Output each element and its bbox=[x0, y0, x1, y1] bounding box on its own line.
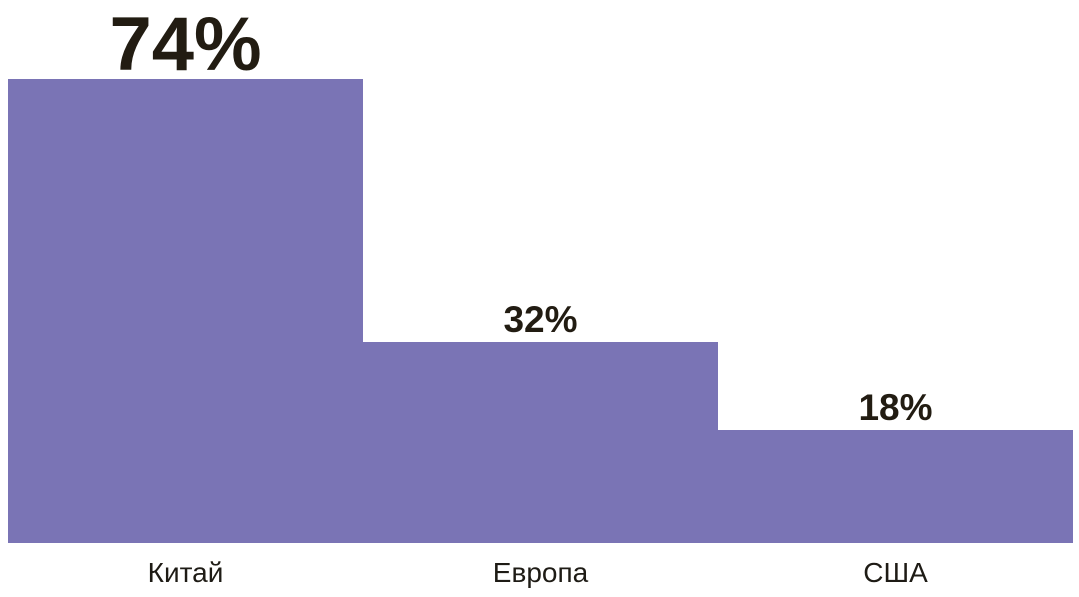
bar-group-2: 32% bbox=[363, 0, 718, 543]
bar-3 bbox=[718, 430, 1073, 543]
value-label-1: 74% bbox=[109, 1, 262, 87]
bar-1 bbox=[8, 79, 363, 543]
x-axis-label-1: Китай bbox=[147, 557, 224, 588]
x-axis-label-3: США bbox=[863, 557, 928, 588]
value-label-3: 18% bbox=[858, 386, 933, 428]
bar-group-1: 74% bbox=[8, 0, 363, 543]
bar-group-3: 18% bbox=[718, 0, 1073, 543]
bar-2 bbox=[363, 342, 718, 543]
value-label-2: 32% bbox=[503, 299, 578, 341]
x-axis-label-2: Европа bbox=[492, 557, 589, 588]
